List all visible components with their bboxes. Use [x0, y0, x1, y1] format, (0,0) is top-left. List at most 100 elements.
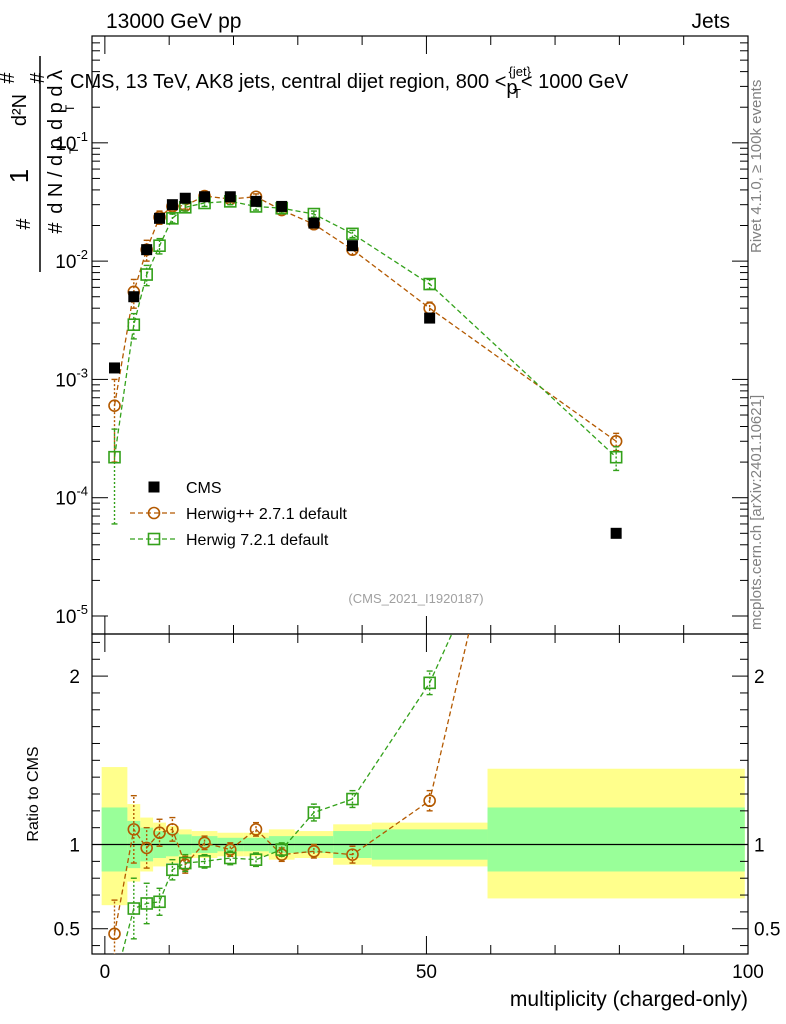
ratio-data-point — [178, 856, 192, 870]
legend-item: Herwig 7.2.1 default — [130, 532, 329, 549]
ratio-data-point — [307, 844, 321, 858]
main-data-point — [346, 240, 358, 252]
legend-label: Herwig++ 2.7.1 default — [186, 506, 348, 523]
ratio-y-tick-label-right: 2 — [754, 667, 765, 688]
legend-marker — [147, 532, 161, 546]
main-data-point — [250, 195, 262, 207]
ratio-data-point — [249, 853, 263, 866]
ratio-y-tick-label: 2 — [69, 667, 80, 688]
ratio-data-point — [423, 676, 436, 690]
y-label-hash-3: # — [0, 72, 19, 84]
ratio-uncertainty-bands — [92, 767, 748, 906]
main-series-cms — [109, 191, 622, 539]
ratio-data-point — [108, 927, 121, 941]
analysis-watermark: (CMS_2021_I1920187) — [348, 591, 483, 606]
ratio-band-green — [487, 807, 745, 872]
ratio-data-point — [198, 855, 211, 868]
legend-label: CMS — [186, 480, 222, 497]
y-label-numerator-one: 1 — [4, 169, 34, 183]
ratio-band-green — [101, 807, 128, 872]
legend-label: Herwig 7.2.1 default — [186, 532, 329, 549]
main-data-point — [154, 212, 166, 224]
ratio-data-point — [127, 823, 141, 836]
main-y-tick-label: 10-3 — [55, 365, 88, 391]
y-label-numerator-d2N: d²N — [9, 94, 31, 126]
main-series-line — [113, 195, 617, 442]
main-data-point — [276, 200, 288, 212]
ratio-data-point — [275, 843, 289, 856]
ratio-data-point — [153, 826, 166, 840]
ratio-data-point — [166, 823, 179, 836]
ratio-data-point — [423, 794, 436, 808]
main-data-point — [166, 199, 178, 211]
main-series-herwig-7-2-1-default — [108, 195, 623, 525]
y-label-sub-T-1: T — [67, 146, 81, 154]
main-data-point — [108, 450, 121, 464]
ratio-y-tick-label-right: 0.5 — [754, 920, 780, 941]
ratio-data-point — [346, 792, 359, 806]
main-y-tick-label: 10-5 — [55, 602, 88, 628]
main-axis-ticks: 10-5 10-4 10-3 10-2 10-1 — [55, 35, 749, 634]
main-data-point — [166, 212, 179, 225]
ratio-y-axis-label: Ratio to CMS — [25, 746, 42, 841]
x-axis-label: multiplicity (charged-only) — [510, 988, 748, 1011]
legend-item: Herwig++ 2.7.1 default — [130, 506, 348, 523]
main-data-point — [109, 362, 121, 374]
legend-marker — [148, 481, 160, 493]
legend-item: CMS — [148, 480, 222, 497]
ratio-series-herwig-7-2-1-default — [109, 266, 622, 988]
ratio-series-layer — [108, 0, 622, 988]
ratio-y-tick-label: 1 — [69, 836, 80, 857]
main-data-point — [308, 217, 320, 229]
ratio-data-point — [127, 902, 141, 915]
main-data-point — [108, 399, 121, 412]
main-data-point — [179, 192, 191, 204]
main-y-axis-label: 1 # # d N / d p d²N d p d λ T T # # — [0, 56, 81, 272]
ratio-data-point — [611, 0, 622, 8]
ratio-series-line — [113, 634, 470, 934]
legend-marker — [147, 506, 161, 520]
main-data-point — [609, 450, 623, 464]
main-y-tick-label: 10-4 — [55, 484, 88, 510]
x-tick-label: 0 — [100, 962, 111, 983]
main-data-point — [610, 527, 622, 539]
header-right-label: Jets — [691, 10, 730, 33]
header-left-label: 13000 GeV pp — [106, 10, 241, 33]
ratio-axis-ticks: 0.5 0.5 1 1 2 2 0 50 100 — [54, 634, 780, 983]
ratio-data-point — [140, 897, 153, 910]
ratio-data-point — [109, 977, 120, 988]
main-data-point — [224, 191, 236, 203]
y-label-denominator: d N / d p — [45, 138, 67, 214]
main-data-point — [127, 318, 141, 332]
main-data-point — [346, 227, 359, 241]
ratio-data-point — [611, 266, 622, 277]
main-data-point — [140, 268, 153, 281]
y-label-hash-1: # — [13, 218, 35, 230]
y-label-denominator-dp-dlambda: d p d λ — [45, 70, 67, 130]
ratio-data-point — [198, 836, 211, 850]
main-data-point — [423, 277, 436, 291]
mcplots-label: mcplots.cern.ch [arXiv:2401.10621] — [748, 395, 765, 630]
ratio-data-point — [153, 895, 166, 909]
main-series-herwig-2-7-1-default — [108, 189, 623, 463]
main-data-point — [141, 244, 153, 256]
x-tick-label: 50 — [416, 962, 437, 983]
y-label-hash-2: # — [45, 222, 67, 234]
ratio-y-tick-label-right: 1 — [754, 836, 765, 857]
y-label-sub-T-2: T — [63, 104, 77, 112]
ratio-data-point — [346, 848, 359, 861]
legend: CMS Herwig++ 2.7.1 default Herwig 7.2.1 de… — [130, 480, 348, 549]
main-data-point — [199, 191, 211, 203]
main-y-tick-label: 10-1 — [55, 129, 88, 155]
main-data-point — [424, 312, 436, 324]
main-data-point — [128, 291, 140, 303]
main-series-layer — [108, 189, 623, 539]
main-y-tick-label: 10-2 — [55, 247, 88, 273]
ratio-data-point — [223, 851, 237, 865]
y-label-hash-4: # — [27, 72, 49, 84]
chart-title: CMS, 13 TeV, AK8 jets, central dijet reg… — [70, 64, 629, 101]
main-data-point — [153, 239, 166, 253]
x-tick-label: 100 — [732, 962, 764, 983]
ratio-y-tick-label: 0.5 — [54, 920, 80, 941]
